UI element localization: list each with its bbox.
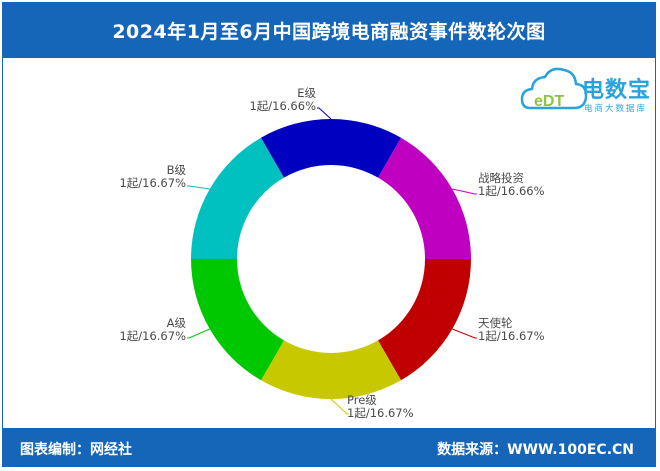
footer-credit: 图表编制：网经社 (20, 442, 132, 458)
slice-label-value-5: 1起/16.67% (119, 176, 186, 190)
slice-label-name-1: 战略投资 (478, 171, 524, 185)
cloud-logo-icon: eDT (520, 67, 588, 110)
slice-label-value-4: 1起/16.67% (119, 329, 186, 343)
donut-slice-2 (378, 259, 471, 381)
leader-line-4 (187, 328, 210, 339)
chart-title-bar: 2024年1月至6月中国跨境电商融资事件数轮次图 (2, 2, 656, 58)
logo-mark-text: eDT (534, 93, 564, 110)
donut-slice-4 (191, 259, 284, 381)
logo-brand: 电数宝 (582, 78, 652, 103)
slice-label-name-2: 天使轮 (478, 316, 513, 330)
donut-slices (191, 118, 471, 399)
donut-slice-3 (261, 340, 401, 399)
slice-label-name-6: E级 (297, 86, 316, 100)
donut-slice-1 (378, 137, 471, 259)
slice-label-value-3: 1起/16.67% (347, 406, 414, 420)
slice-label-name-5: B级 (167, 163, 187, 177)
slice-label-name-4: A级 (167, 316, 187, 330)
leader-lines (187, 107, 477, 415)
leader-line-1 (452, 188, 477, 195)
logo-subtitle: 电商大数据库 (584, 104, 648, 114)
donut-slice-6 (261, 118, 401, 178)
leader-line-6 (317, 107, 332, 120)
slice-label-value-1: 1起/16.66% (478, 184, 545, 198)
leader-line-2 (452, 328, 477, 339)
slice-labels: 战略投资1起/16.66%天使轮1起/16.67%Pre级1起/16.67%A级… (119, 86, 544, 420)
donut-slice-5 (191, 137, 284, 259)
leader-line-3 (330, 398, 349, 415)
leader-line-5 (187, 185, 210, 190)
slice-label-name-3: Pre级 (347, 393, 377, 407)
slice-label-value-2: 1起/16.67% (478, 329, 545, 343)
edt-logo: eDT 电数宝 电商大数据库 (520, 64, 655, 122)
slice-label-value-6: 1起/16.66% (249, 99, 316, 113)
footer-source: 数据来源：WWW.100EC.CN (437, 442, 634, 458)
chart-title: 2024年1月至6月中国跨境电商融资事件数轮次图 (112, 20, 546, 43)
chart-footer: 图表编制：网经社 数据来源：WWW.100EC.CN (2, 428, 656, 467)
